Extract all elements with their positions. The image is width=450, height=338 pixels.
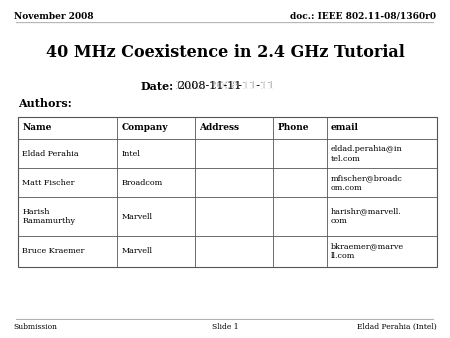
Text: Slide 1: Slide 1 xyxy=(212,323,239,331)
Text: Date: 2008-11-11: Date: 2008-11-11 xyxy=(176,81,274,91)
Text: Eldad Perahia: Eldad Perahia xyxy=(22,150,79,158)
Text: Eldad Perahia (Intel): Eldad Perahia (Intel) xyxy=(357,323,436,331)
Text: Submission: Submission xyxy=(14,323,58,331)
Text: Date:: Date: xyxy=(140,81,173,92)
Text: Bruce Kraemer: Bruce Kraemer xyxy=(22,247,85,255)
Text: 2008-11-11: 2008-11-11 xyxy=(177,81,241,91)
Text: bkraemer@marve
ll.com: bkraemer@marve ll.com xyxy=(331,242,404,260)
Text: Name: Name xyxy=(22,123,52,132)
Text: Harish
Ramamurthy: Harish Ramamurthy xyxy=(22,208,76,225)
Text: Intel: Intel xyxy=(122,150,141,158)
Text: Date: 2008-11-11: Date: 2008-11-11 xyxy=(176,81,274,91)
Text: harishr@marvell.
com: harishr@marvell. com xyxy=(331,208,402,225)
Text: Phone: Phone xyxy=(277,123,309,132)
Text: Company: Company xyxy=(122,123,168,132)
Text: 40 MHz Coexistence in 2.4 GHz Tutorial: 40 MHz Coexistence in 2.4 GHz Tutorial xyxy=(45,44,405,61)
Text: Marvell: Marvell xyxy=(122,247,153,255)
Text: Authors:: Authors: xyxy=(18,98,72,108)
Bar xyxy=(18,117,436,267)
Text: Matt Fischer: Matt Fischer xyxy=(22,179,75,187)
Text: email: email xyxy=(331,123,359,132)
Text: Address: Address xyxy=(199,123,239,132)
Text: Broadcom: Broadcom xyxy=(122,179,163,187)
Text: mfischer@broadc
om.com: mfischer@broadc om.com xyxy=(331,174,403,192)
Text: November 2008: November 2008 xyxy=(14,12,93,21)
Text: doc.: IEEE 802.11-08/1360r0: doc.: IEEE 802.11-08/1360r0 xyxy=(291,12,436,21)
Text: Marvell: Marvell xyxy=(122,213,153,220)
Text: eldad.perahia@in
tel.com: eldad.perahia@in tel.com xyxy=(331,145,403,163)
